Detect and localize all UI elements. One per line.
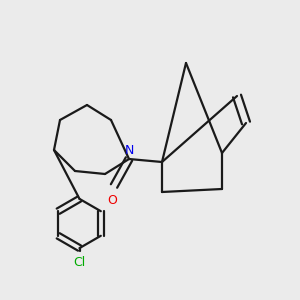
Text: Cl: Cl	[74, 256, 86, 269]
Text: O: O	[108, 194, 117, 206]
Text: N: N	[124, 145, 134, 158]
